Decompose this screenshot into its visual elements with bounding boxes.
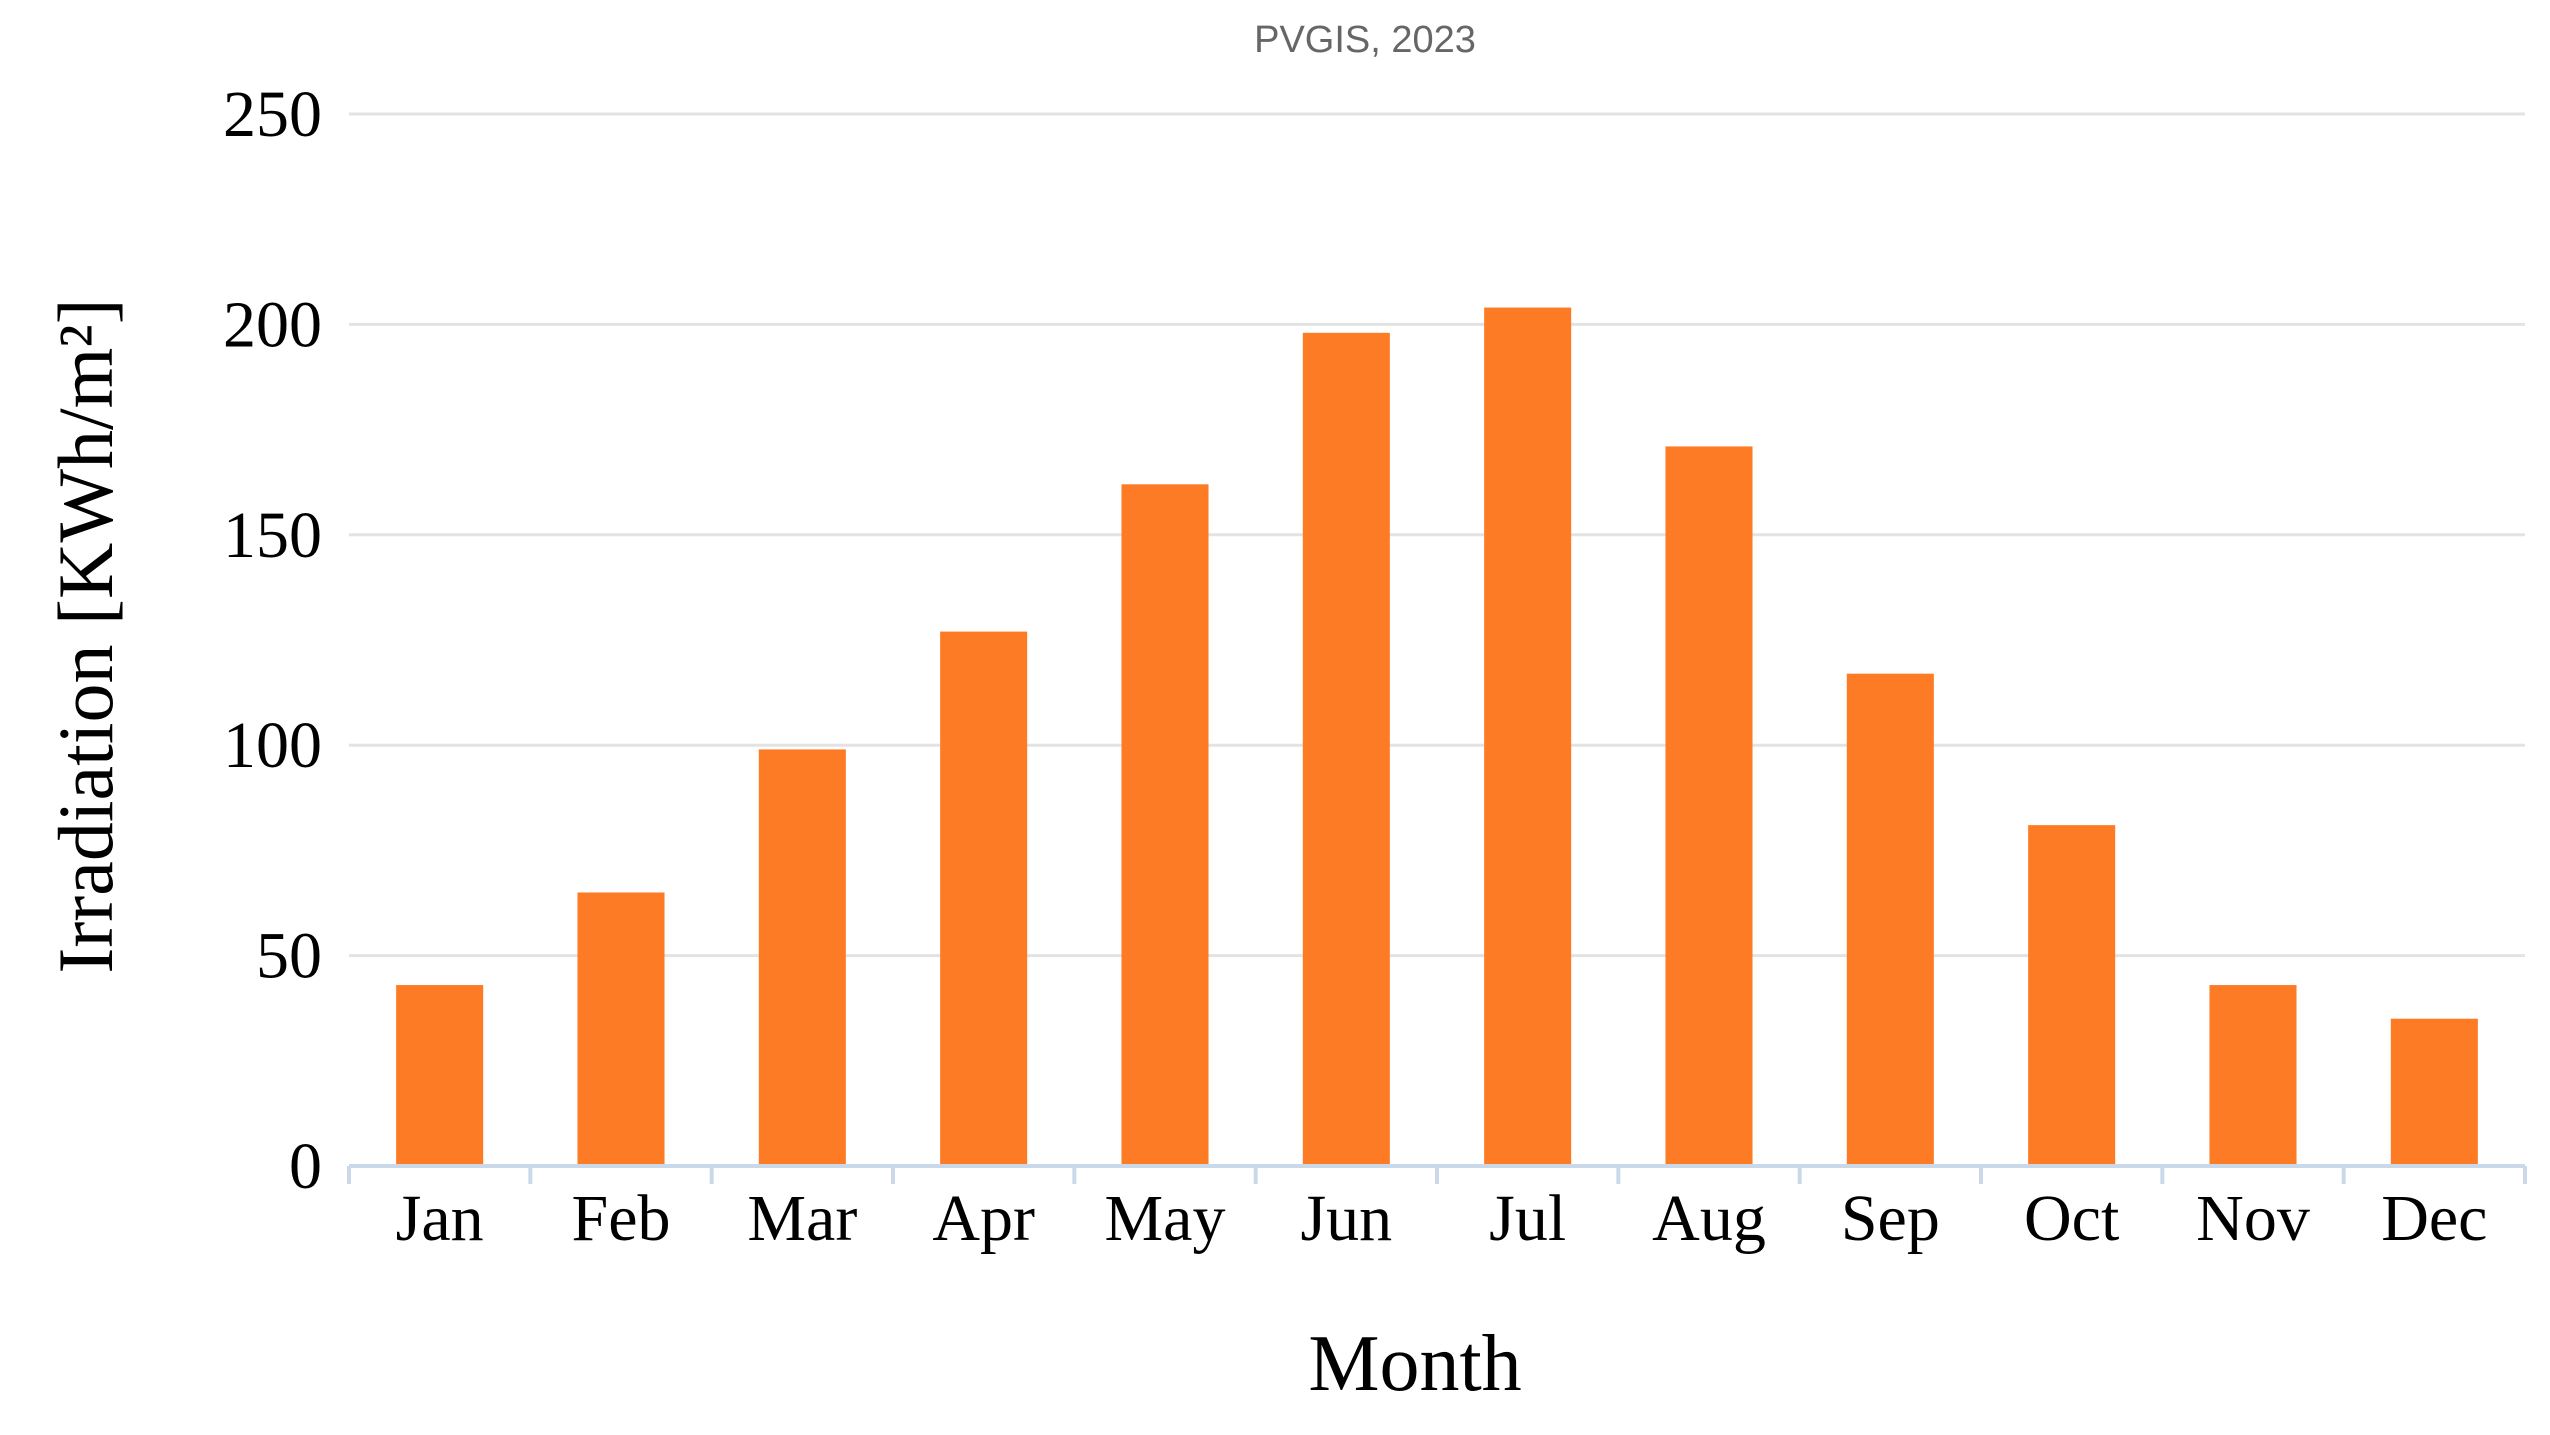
x-tick-label: Mar [747,1182,857,1255]
bar [1846,673,1934,1166]
x-tick-label: Sep [1841,1182,1940,1255]
bar [758,749,846,1166]
y-axis-label: Irradiation [KWh/m²] [42,298,129,973]
x-tick-label: Jan [396,1182,484,1255]
x-tick-label: Jul [1489,1182,1566,1255]
bar [2209,985,2297,1166]
y-tick-label: 200 [223,288,322,361]
x-tick-label: Feb [572,1182,671,1255]
bar [2028,825,2116,1166]
y-tick-label: 150 [223,499,322,572]
x-tick-label: Apr [932,1182,1035,1255]
bar [1302,332,1390,1166]
y-tick-label: 250 [223,78,322,151]
x-tick-label: Aug [1652,1182,1766,1255]
bar [940,631,1028,1166]
chart-title: PVGIS, 2023 [1254,19,1476,61]
y-tick-label: 100 [223,709,322,782]
bar [396,985,484,1166]
y-tick-label: 50 [256,920,322,993]
x-tick-label: Oct [2024,1182,2119,1255]
y-tick-label: 0 [289,1130,322,1203]
bar [1484,307,1572,1166]
bar [1121,484,1209,1167]
bar [1665,446,1753,1166]
bar [2390,1018,2478,1166]
x-axis-label: Month [1308,1320,1521,1408]
x-tick-label: Dec [2381,1182,2487,1255]
x-tick-label: May [1105,1182,1226,1255]
x-tick-label: Jun [1300,1182,1392,1255]
bar [577,892,665,1166]
x-tick-label: Nov [2196,1182,2310,1255]
